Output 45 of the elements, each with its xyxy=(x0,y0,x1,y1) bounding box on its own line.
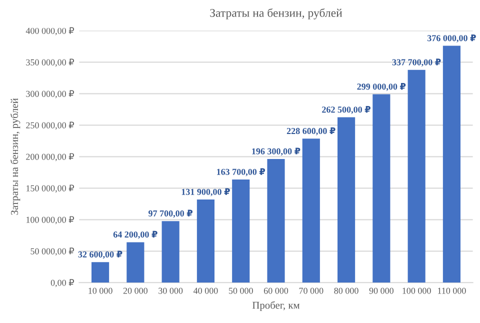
y-tick-label: 350 000,00 ₽ xyxy=(26,58,74,67)
data-label: 163 700,00 ₽ xyxy=(217,168,266,176)
x-axis-title: Пробег, км xyxy=(252,301,300,311)
data-label: 32 600,00 ₽ xyxy=(78,250,122,259)
data-label: 299 000,00 ₽ xyxy=(357,83,406,91)
x-tick-label: 20 000 xyxy=(123,288,148,294)
bar xyxy=(126,242,144,283)
x-tick-label: 60 000 xyxy=(264,288,288,294)
data-label: 97 700,00 ₽ xyxy=(148,210,193,218)
data-label: 337 700,00 ₽ xyxy=(392,58,441,67)
bar xyxy=(302,138,320,283)
bar xyxy=(92,262,110,283)
y-tick-label: 150 000,00 ₽ xyxy=(26,184,74,193)
data-label: 131 900,00 ₽ xyxy=(182,188,230,196)
bar xyxy=(162,221,180,283)
y-tick-label: 250 000,00 ₽ xyxy=(26,122,74,130)
y-tick-label: 300 000,00 ₽ xyxy=(26,90,74,98)
x-tick-label: 30 000 xyxy=(158,288,183,294)
bar xyxy=(338,117,356,283)
x-tick-label: 80 000 xyxy=(334,288,358,294)
y-tick-label: 0,00 ₽ xyxy=(50,279,74,288)
x-tick-label: 50 000 xyxy=(228,288,253,294)
bar xyxy=(408,70,426,283)
x-tick-label: 10 000 xyxy=(88,288,112,294)
data-label: 64 200,00 ₽ xyxy=(113,230,158,239)
y-axis-title: Затраты на бензин, рублей xyxy=(10,98,20,215)
y-tick-label: 200 000,00 ₽ xyxy=(26,153,74,162)
data-label: 196 300,00 ₽ xyxy=(252,148,300,156)
x-tick-label: 70 000 xyxy=(299,288,324,294)
data-label: 262 500,00 ₽ xyxy=(322,106,370,114)
x-tick-label: 100 000 xyxy=(402,288,431,294)
chart-title: Затраты на бензин, рублей xyxy=(210,8,342,20)
bar xyxy=(232,180,250,283)
y-tick-label: 50 000,00 ₽ xyxy=(30,248,74,256)
bar xyxy=(442,46,460,283)
x-tick-label: 90 000 xyxy=(369,288,394,294)
x-tick-label: 110 000 xyxy=(438,288,466,294)
data-label: 376 000,00 ₽ xyxy=(427,34,476,42)
x-tick-label: 40 000 xyxy=(193,288,218,294)
y-tick-label: 400 000,00 ₽ xyxy=(26,27,74,36)
data-label: 228 600,00 ₽ xyxy=(286,127,336,136)
bar xyxy=(196,200,214,283)
bar xyxy=(372,94,390,283)
y-tick-label: 100 000,00 ₽ xyxy=(26,216,74,224)
bar xyxy=(267,158,285,283)
